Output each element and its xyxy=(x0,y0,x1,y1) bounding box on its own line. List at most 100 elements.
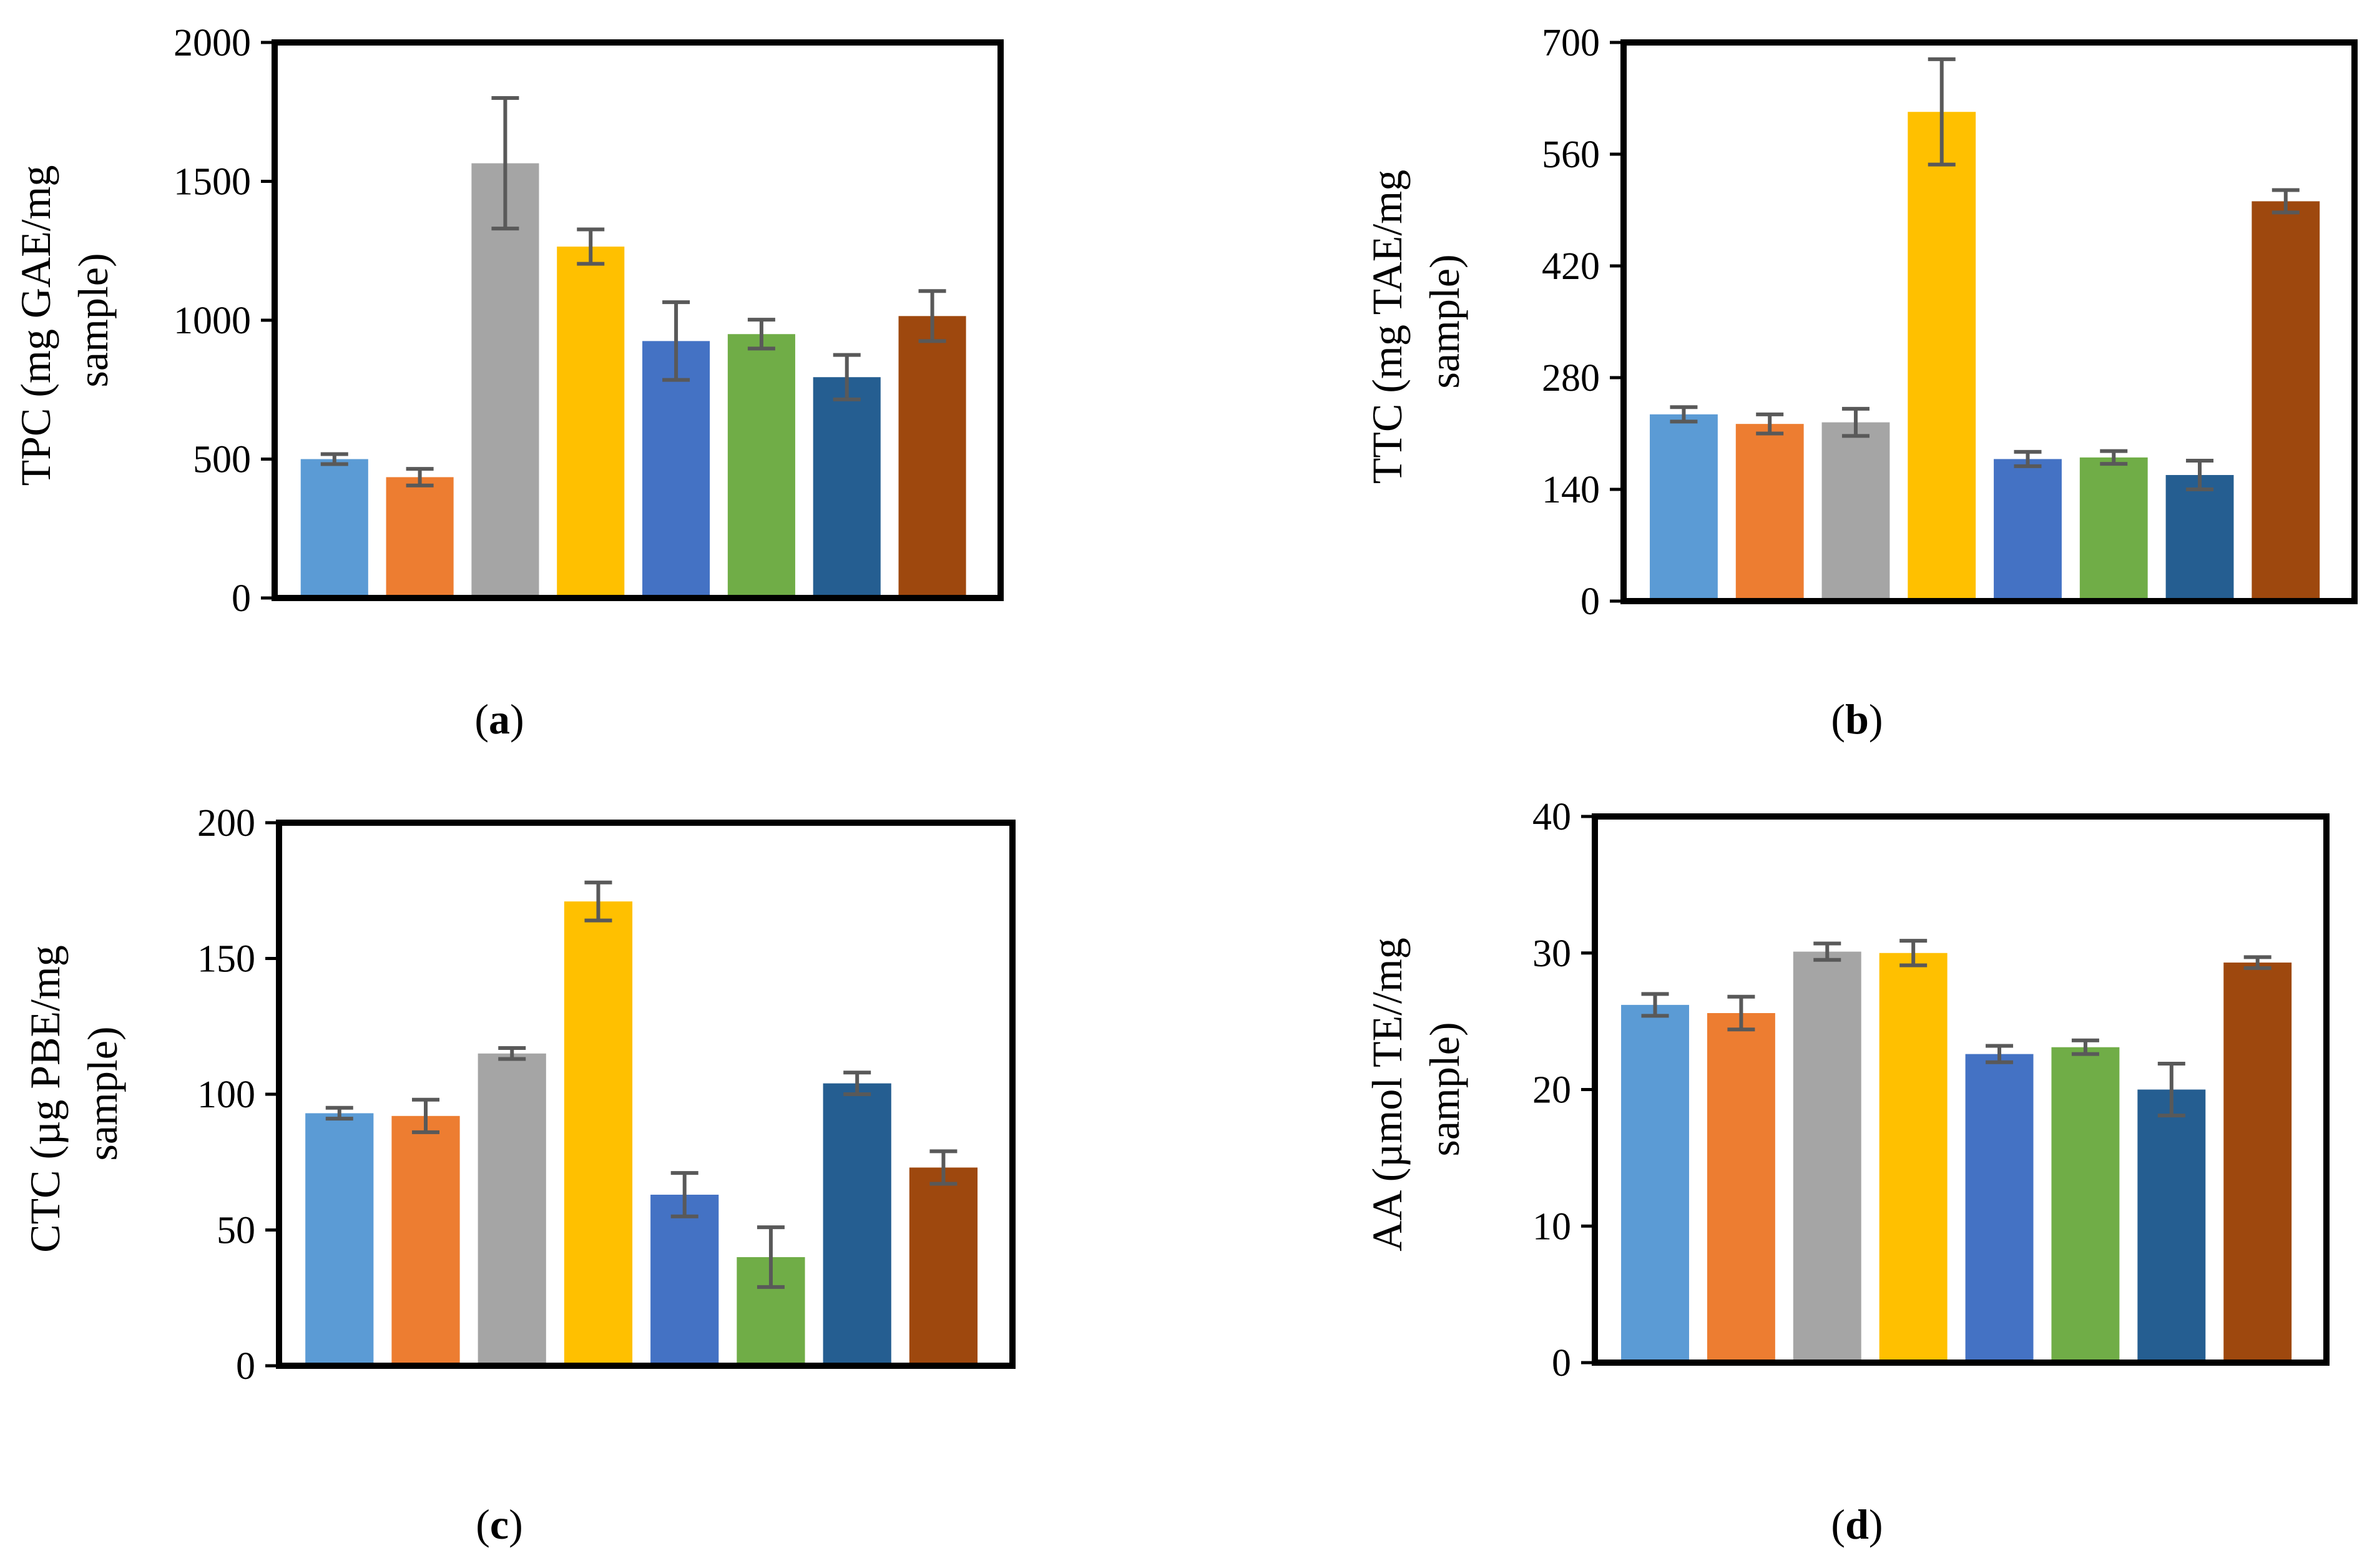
error-bar-5 xyxy=(1986,1044,2014,1064)
bar-5 xyxy=(642,341,710,598)
plot-frame xyxy=(272,39,1004,601)
bar-4 xyxy=(1908,112,1976,601)
y-tick-label: 10 xyxy=(1532,1205,1571,1248)
bar-2 xyxy=(391,1115,460,1366)
bar-1 xyxy=(300,459,368,598)
bars xyxy=(305,901,978,1366)
y-tick-label: 0 xyxy=(236,1345,255,1388)
error-bar-8 xyxy=(929,1149,958,1186)
y-axis-label-line-2: sample) xyxy=(1421,1022,1468,1156)
bar-7 xyxy=(813,377,881,598)
error-bar-1 xyxy=(1641,992,1669,1018)
y-ticks: 0 50 100 150 200 xyxy=(197,802,279,1388)
bar-4 xyxy=(564,901,633,1366)
bar-4 xyxy=(557,247,625,598)
bar-2 xyxy=(386,477,454,598)
bar-2 xyxy=(1735,424,1804,601)
bar-6 xyxy=(727,334,795,598)
error-bar-4 xyxy=(577,227,605,266)
bar-1 xyxy=(1621,1004,1689,1363)
error-bar-4 xyxy=(1899,939,1928,968)
bar-4 xyxy=(1879,953,1948,1363)
bar-3 xyxy=(478,1053,546,1366)
bar-6 xyxy=(2079,457,2148,601)
error-bar-2 xyxy=(406,467,434,488)
y-tick-label: 420 xyxy=(1542,245,1600,288)
error-bar-6 xyxy=(747,318,775,351)
error-bar-6 xyxy=(2100,449,2128,466)
y-tick-label: 20 xyxy=(1532,1069,1571,1112)
bar-8 xyxy=(2252,201,2320,602)
plot-frame xyxy=(1620,39,2358,604)
panel-label: (b) xyxy=(1831,695,1883,743)
y-axis-label-line-1: TTC (mg TAE/mg xyxy=(1363,170,1411,484)
error-bar-4 xyxy=(1928,57,1956,167)
bars xyxy=(1650,112,2320,602)
error-bar-5 xyxy=(670,1171,698,1218)
y-tick-label: 50 xyxy=(217,1210,255,1252)
y-axis-label-line-2: sample) xyxy=(1421,254,1468,388)
error-bar-7 xyxy=(2157,1061,2185,1118)
y-axis-label: TTC (mg TAE/mg sample) xyxy=(1363,159,1468,484)
error-bar-2 xyxy=(1727,994,1755,1032)
bar-5 xyxy=(650,1194,719,1366)
bar-8 xyxy=(909,1167,978,1366)
bar-7 xyxy=(2137,1089,2206,1363)
y-tick-label: 560 xyxy=(1542,134,1600,176)
plot-frame xyxy=(276,820,1016,1369)
y-axis-label: TPC (mg GAE/mg sample) xyxy=(12,155,117,486)
y-axis-label-line-1: CTC (µg PBE/mg xyxy=(21,945,69,1253)
bar-1 xyxy=(1650,414,1718,601)
bar-3 xyxy=(1821,422,1890,601)
panel-label: (a) xyxy=(474,695,524,743)
y-tick-label: 1000 xyxy=(174,300,251,342)
error-bars xyxy=(320,96,946,488)
y-tick-label: 0 xyxy=(1580,581,1600,623)
y-tick-label: 1500 xyxy=(174,161,251,203)
error-bar-8 xyxy=(918,289,946,343)
error-bar-5 xyxy=(2014,449,2042,468)
panel-label: (d) xyxy=(1831,1501,1883,1548)
y-tick-label: 30 xyxy=(1532,933,1571,975)
y-tick-label: 0 xyxy=(232,577,251,620)
bar-8 xyxy=(898,316,966,598)
error-bar-3 xyxy=(491,96,519,231)
error-bar-3 xyxy=(1813,941,1841,962)
y-tick-label: 140 xyxy=(1542,469,1600,511)
bar-5 xyxy=(1965,1054,2034,1363)
bar-3 xyxy=(471,163,539,598)
y-axis-label-line-2: sample) xyxy=(69,253,117,387)
error-bar-2 xyxy=(1756,412,1784,436)
error-bar-7 xyxy=(2186,458,2214,491)
bars xyxy=(300,163,966,598)
y-tick-label: 500 xyxy=(193,439,251,481)
error-bar-8 xyxy=(2243,955,2271,970)
y-tick-label: 0 xyxy=(1552,1342,1571,1384)
error-bar-6 xyxy=(2071,1038,2099,1056)
y-tick-label: 280 xyxy=(1542,357,1600,399)
bar-5 xyxy=(1994,459,2062,601)
bars xyxy=(1621,951,2292,1363)
error-bar-4 xyxy=(584,880,612,923)
y-tick-label: 700 xyxy=(1542,22,1600,64)
error-bar-5 xyxy=(662,300,690,382)
y-tick-label: 200 xyxy=(197,802,255,845)
y-axis-label: CTC (µg PBE/mg sample) xyxy=(21,934,126,1253)
y-tick-label: 2000 xyxy=(174,22,251,64)
bar-1 xyxy=(305,1113,374,1366)
error-bar-2 xyxy=(412,1097,439,1134)
error-bars xyxy=(1670,57,2300,491)
error-bar-7 xyxy=(843,1071,871,1096)
panel-d: 0 10 20 30 40 AA (µmol TE//mg sample) (d) xyxy=(1363,796,2330,1548)
y-ticks: 0 500 1000 1500 2000 xyxy=(174,22,275,620)
bar-3 xyxy=(1793,951,1861,1363)
y-axis-label-line-2: sample) xyxy=(79,1026,126,1160)
panel-label: (c) xyxy=(476,1501,523,1548)
bar-8 xyxy=(2223,963,2292,1363)
bar-6 xyxy=(2051,1047,2120,1363)
error-bar-3 xyxy=(1841,406,1870,438)
error-bar-1 xyxy=(1670,405,1698,424)
